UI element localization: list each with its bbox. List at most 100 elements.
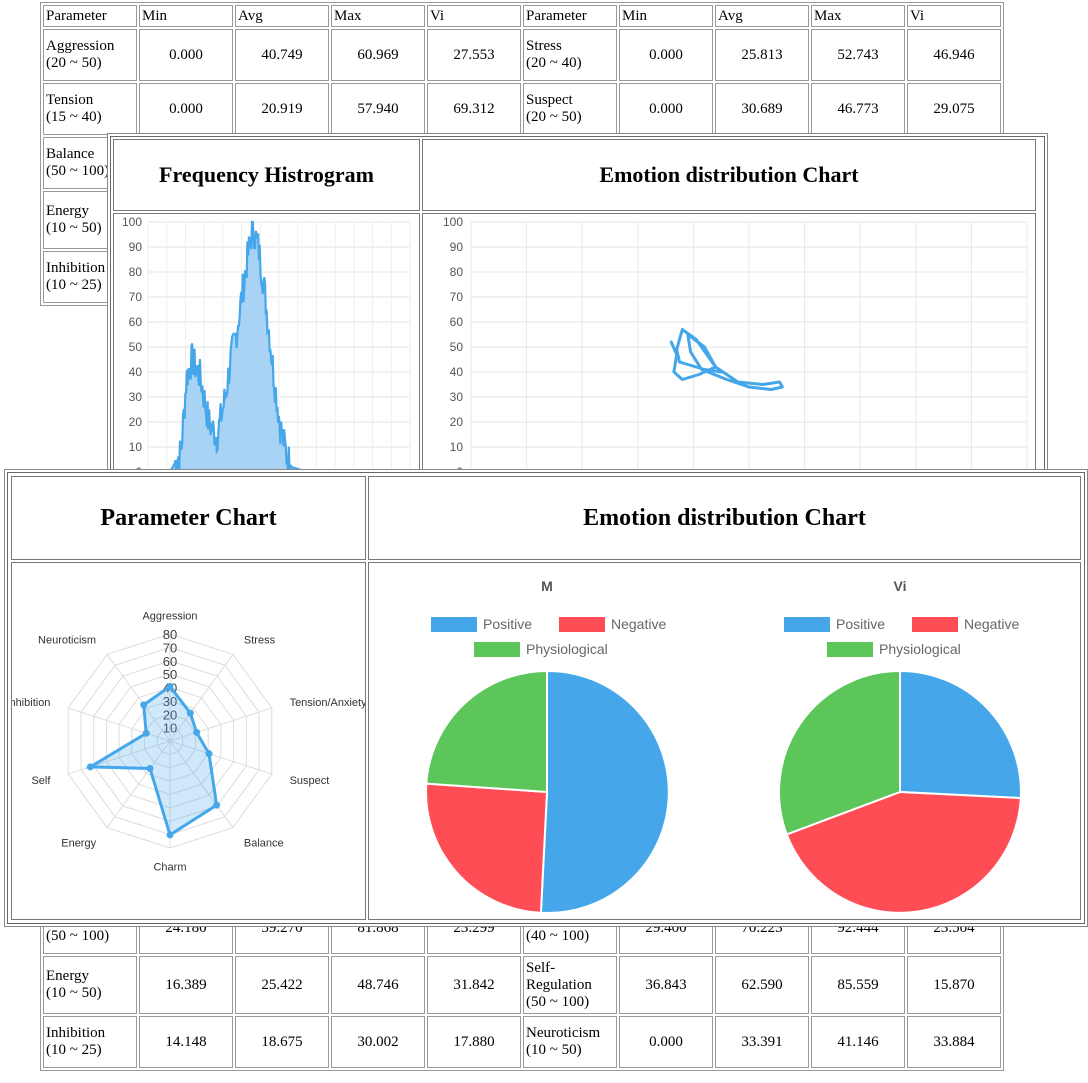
parameter-range: (10 ~ 25) — [46, 1042, 102, 1058]
radar-category-label: Neuroticism — [38, 634, 96, 646]
y-tick-label: 30 — [450, 390, 464, 404]
radar-category-label: Balance — [244, 838, 284, 850]
value-cell: 17.880 — [427, 1016, 521, 1068]
radar-point — [142, 729, 150, 737]
value-cell: 60.969 — [331, 29, 425, 81]
radar-series — [85, 684, 219, 838]
pie-slice — [778, 669, 901, 836]
parameter-cell: Aggression(20 ~ 50) — [43, 29, 137, 81]
value-cell: 48.746 — [331, 956, 425, 1014]
legend-swatch — [474, 642, 520, 657]
legend-label: Negative — [964, 616, 1019, 632]
value-cell: 46.773 — [811, 83, 905, 135]
header-cell: Min — [139, 5, 233, 27]
y-tick-label: 80 — [129, 265, 143, 279]
parameter-range: (10 ~ 50) — [46, 985, 102, 1001]
header-cell: Min — [619, 5, 713, 27]
radar-point — [140, 701, 148, 709]
parameter-range: (20 ~ 50) — [46, 55, 102, 71]
value-cell: 20.919 — [235, 83, 329, 135]
radar-category-label: Energy — [61, 838, 96, 850]
value-cell: 62.590 — [715, 956, 809, 1014]
parameter-range: (15 ~ 40) — [46, 109, 102, 125]
radar-category-label: Inhibition — [12, 697, 50, 709]
y-tick-label: 70 — [129, 290, 143, 304]
value-cell: 33.391 — [715, 1016, 809, 1068]
header-cell: Parameter — [43, 5, 137, 27]
radar-category-label: Stress — [244, 634, 276, 646]
radar-cell: 1020304050607080AggressionStressTension/… — [8, 562, 367, 920]
y-tick-label: 70 — [450, 290, 464, 304]
header-cell: Vi — [907, 5, 1001, 27]
radar-tick-label: 60 — [163, 654, 177, 669]
pie-slice — [539, 669, 670, 914]
legend-label: Negative — [611, 616, 666, 632]
radar-spoke — [68, 707, 171, 742]
y-tick-label: 60 — [450, 315, 464, 329]
y-tick-label: 30 — [129, 390, 143, 404]
value-cell: 36.843 — [619, 956, 713, 1014]
legend-label: Physiological — [526, 641, 608, 657]
y-tick-label: 20 — [129, 415, 143, 429]
header-cell: Avg — [715, 5, 809, 27]
pie-slice — [425, 669, 548, 794]
parameter-name: Energy — [46, 968, 90, 984]
radar-category-label: Aggression — [142, 610, 197, 622]
radar-tick-label: 10 — [163, 721, 177, 736]
legend-swatch — [784, 617, 830, 632]
value-cell: 15.870 — [907, 956, 1001, 1014]
radar-point — [213, 801, 221, 809]
value-cell: 30.689 — [715, 83, 809, 135]
parameter-name: Neuroticism — [526, 1025, 601, 1041]
radar-tick-label: 80 — [163, 627, 177, 642]
value-cell: 25.422 — [235, 956, 329, 1014]
legend-swatch — [431, 617, 477, 632]
radar-spoke — [169, 740, 272, 775]
pie-slice — [425, 782, 549, 914]
value-cell: 0.000 — [619, 1016, 713, 1068]
legend-swatch — [559, 617, 605, 632]
radar-spoke — [68, 740, 171, 775]
value-cell: 57.940 — [331, 83, 425, 135]
parameter-cell: Inhibition (10 ~ 25) — [43, 251, 137, 303]
y-tick-label: 10 — [450, 440, 464, 454]
radar-tick-label: 50 — [163, 667, 177, 682]
legend-label: Positive — [483, 616, 532, 632]
y-tick-label: 60 — [129, 315, 143, 329]
parameter-range: (50 ~ 100) — [46, 928, 110, 944]
parameter-range: (40 ~ 100) — [526, 928, 590, 944]
value-cell: 0.000 — [139, 83, 233, 135]
radar-category-label: Charm — [153, 862, 186, 874]
value-cell: 30.002 — [331, 1016, 425, 1068]
value-cell: 40.749 — [235, 29, 329, 81]
value-cell: 18.675 — [235, 1016, 329, 1068]
y-tick-label: 80 — [450, 265, 464, 279]
y-tick-label: 10 — [129, 440, 143, 454]
emotion-pie-title: Emotion distribution Chart — [583, 505, 866, 531]
y-tick-label: 90 — [450, 240, 464, 254]
parameter-cell: Self-Regulation(50 ~ 100) — [523, 956, 617, 1014]
parameter-name: Inhibition — [46, 260, 106, 276]
y-tick-label: 40 — [450, 365, 464, 379]
pie-cell: M Positive Negative Physiological Vi Positive… — [368, 562, 1081, 920]
radar-point — [166, 682, 174, 690]
parameter-range: (10 ~ 50) — [526, 1042, 582, 1058]
parameter-name: Inhibition — [46, 1025, 106, 1041]
value-cell: 0.000 — [139, 29, 233, 81]
radar-tick-label: 20 — [163, 707, 177, 722]
parameter-range: (20 ~ 50) — [526, 109, 582, 125]
charts-frame-front: Parameter Chart Emotion distribution Cha… — [7, 472, 1085, 924]
parameter-name: Tension — [46, 92, 94, 108]
radar-tick-label: 30 — [163, 694, 177, 709]
emotion-line-title-cell: Emotion distribution Chart — [422, 139, 1036, 211]
parameter-name: Self-Regulation — [526, 959, 592, 993]
header-cell: Max — [811, 5, 905, 27]
radar-spoke — [169, 707, 272, 742]
pie-slice — [785, 790, 1022, 914]
y-tick-label: 40 — [129, 365, 143, 379]
y-tick-label: 0 — [456, 465, 463, 472]
pie-title: Vi — [894, 578, 907, 594]
radar-category-label: Tension/Anxiety — [290, 697, 365, 709]
